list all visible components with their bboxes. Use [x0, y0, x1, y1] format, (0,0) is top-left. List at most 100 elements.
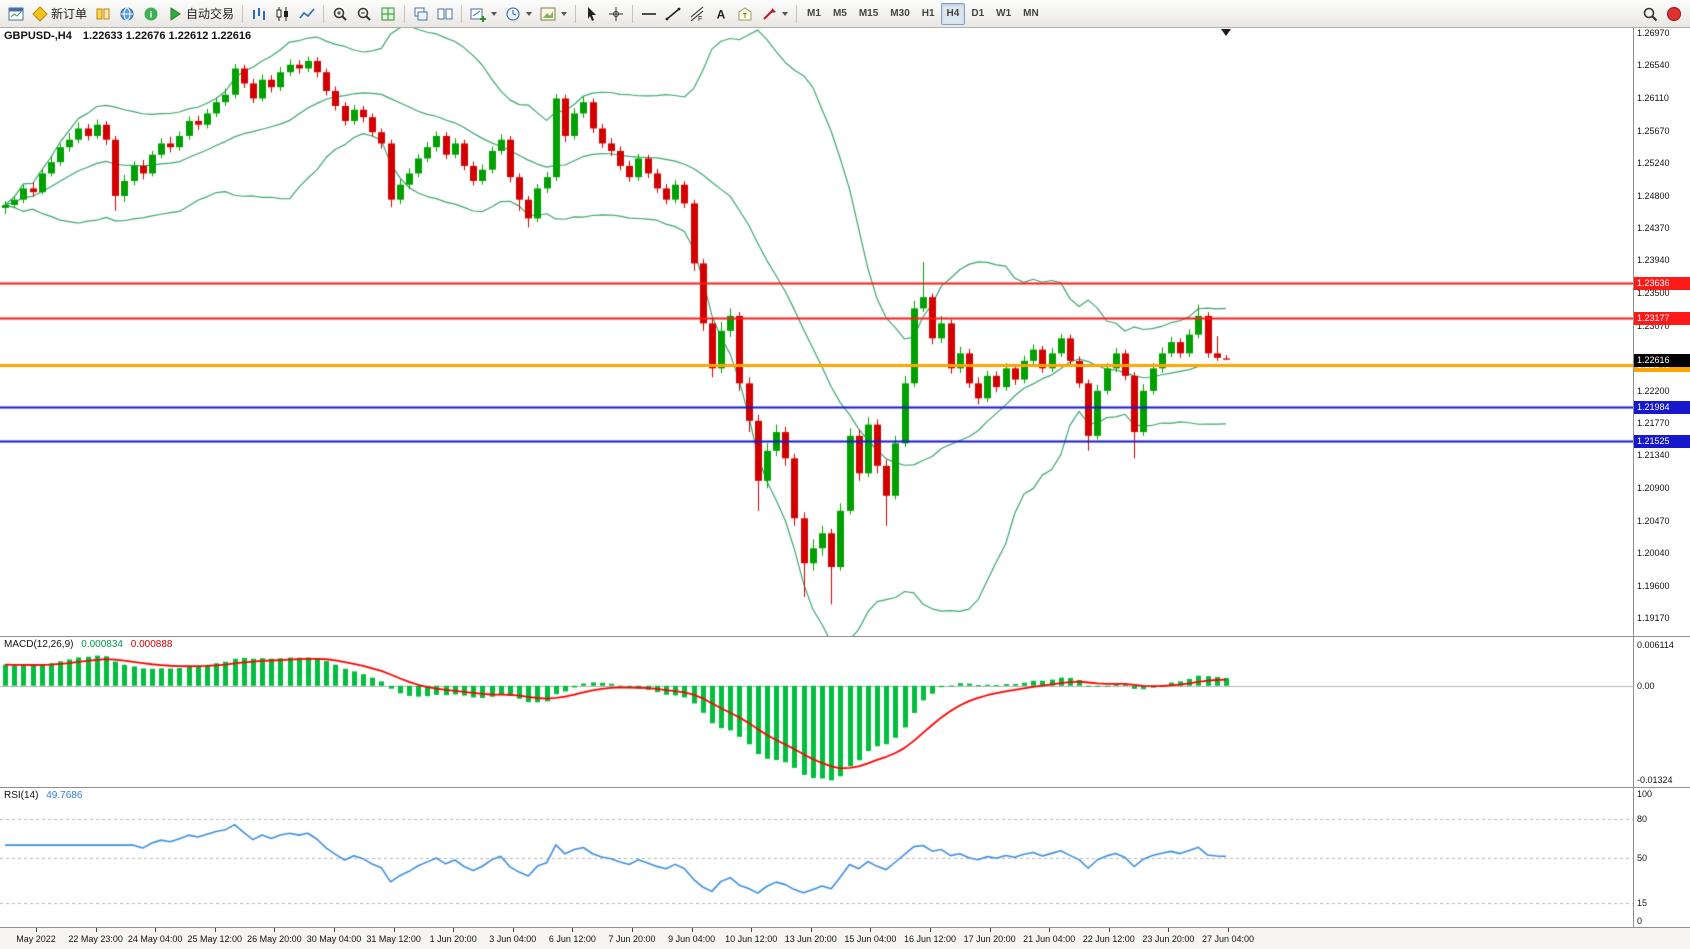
- tf-m1-button[interactable]: M1: [801, 3, 827, 25]
- cursor-button[interactable]: [580, 3, 604, 25]
- line-chart-button[interactable]: [295, 3, 319, 25]
- chart-periods-button[interactable]: [501, 3, 536, 25]
- tf-m5-button[interactable]: M5: [827, 3, 853, 25]
- crosshair-button[interactable]: [604, 3, 628, 25]
- level-price-tag: 1.23177: [1634, 311, 1690, 325]
- time-axis-label: 7 Jun 20:00: [608, 934, 656, 944]
- help-button[interactable]: i: [139, 3, 163, 25]
- chart-window-button[interactable]: [4, 3, 28, 25]
- chart-shift-marker-icon[interactable]: [1221, 29, 1231, 36]
- time-axis-label: 13 Jun 20:00: [784, 934, 837, 944]
- tline-icon: [665, 6, 681, 22]
- price-axis-label: 1.19170: [1637, 613, 1670, 623]
- main-chart-panel[interactable]: GBPUSD-,H4 1.22633 1.22676 1.22612 1.226…: [0, 28, 1633, 636]
- toolbar-group-new-objects: [466, 3, 571, 25]
- timeframe-label: H1: [921, 8, 935, 19]
- horizontal-line-button[interactable]: [637, 3, 661, 25]
- tf-h1-button[interactable]: H1: [916, 3, 941, 25]
- hline-icon: [641, 6, 657, 22]
- time-axis-label: May 2022: [16, 934, 56, 944]
- time-axis-label: 9 Jun 04:00: [668, 934, 716, 944]
- level-price-tag: 1.21984: [1634, 401, 1690, 415]
- search-icon: [1642, 6, 1658, 22]
- macd-canvas[interactable]: [0, 637, 1633, 787]
- cascade-windows-button[interactable]: [409, 3, 433, 25]
- price-axis-label: 1.26970: [1637, 28, 1670, 39]
- new-chart-button[interactable]: [466, 3, 501, 25]
- tf-w1-button[interactable]: W1: [990, 3, 1017, 25]
- market-watch-button[interactable]: [115, 3, 139, 25]
- terminal-button[interactable]: [91, 3, 115, 25]
- time-axis[interactable]: May 2022 22 May 23:00 24 May 04:00 25 May 1…: [0, 927, 1690, 949]
- zoom-out-button[interactable]: [352, 3, 376, 25]
- chart-plots: GBPUSD-,H4 1.22633 1.22676 1.22612 1.226…: [0, 28, 1633, 927]
- time-axis-tick: [751, 928, 753, 932]
- dropdown-caret-icon: [782, 11, 789, 16]
- macd-axis-label: 0.006114: [1637, 640, 1674, 650]
- tf-m30-button[interactable]: M30: [884, 3, 915, 25]
- main-chart-canvas[interactable]: [0, 28, 1633, 636]
- macd-axis-label: 0.00: [1637, 680, 1655, 691]
- text-label-button[interactable]: T: [733, 3, 757, 25]
- svg-text:F: F: [698, 16, 702, 22]
- toolbar-group-chart-type: [247, 3, 319, 25]
- dropdown-caret-icon: [526, 11, 533, 16]
- search-button[interactable]: [1638, 3, 1662, 25]
- price-axis-label: 1.21340: [1637, 450, 1670, 461]
- auto-trading-button[interactable]: 自动交易: [163, 3, 238, 25]
- candlestick-chart-button[interactable]: [271, 3, 295, 25]
- text-tool-button[interactable]: A: [709, 3, 733, 25]
- fibonacci-button[interactable]: F: [685, 3, 709, 25]
- time-axis-tick: [95, 928, 97, 932]
- toolbar-separator: [796, 4, 798, 23]
- price-axis-label: 1.25240: [1637, 157, 1670, 168]
- info-icon: i: [143, 6, 159, 22]
- zoom-out-icon: [356, 6, 372, 22]
- fibo-icon: F: [689, 6, 705, 22]
- timeframe-label: M30: [890, 8, 910, 19]
- time-axis-tick: [214, 928, 216, 932]
- tile-vertical-button[interactable]: [433, 3, 457, 25]
- price-axis-macd[interactable]: 0.006114 0.00 -0.01324: [1634, 636, 1690, 787]
- time-axis-tick: [512, 928, 514, 932]
- shapes-button[interactable]: [757, 3, 792, 25]
- price-axis[interactable]: 1.26970 1.26540 1.26110 1.25670 1.25240 1.248…: [1633, 28, 1690, 927]
- price-axis-rsi[interactable]: 100 80 50 15 0: [1634, 787, 1690, 927]
- tile-windows-button[interactable]: [376, 3, 400, 25]
- chart-template-button[interactable]: [536, 3, 571, 25]
- status-dot-button[interactable]: [1662, 3, 1686, 25]
- time-axis-label: 15 Jun 04:00: [844, 934, 897, 944]
- level-price-tag: 1.21525: [1634, 435, 1690, 449]
- time-axis-tick: [572, 928, 574, 932]
- time-axis-tick: [274, 928, 276, 932]
- toolbar: 新订单 i 自动交易 F A T M1 M5 M15 M30 H1 H4 D1 W1 MN: [0, 0, 1690, 28]
- button-label: 自动交易: [186, 7, 235, 21]
- time-axis-label: 31 May 12:00: [366, 934, 421, 944]
- bar-chart-button[interactable]: [247, 3, 271, 25]
- tf-h4-button[interactable]: H4: [940, 2, 966, 25]
- grid-icon: [380, 6, 396, 22]
- tilev-icon: [437, 6, 453, 22]
- svg-text:A: A: [717, 7, 726, 21]
- toolbar-group-timeframes: M1 M5 M15 M30 H1 H4 D1 W1 MN: [801, 2, 1045, 25]
- time-axis-label: 27 Jun 04:00: [1201, 934, 1255, 944]
- template-icon: [540, 6, 556, 22]
- window-icon: [8, 6, 24, 22]
- macd-name: MACD(12,26,9): [4, 639, 74, 650]
- time-axis-label: 1 Jun 20:00: [429, 934, 477, 944]
- timeframe-label: D1: [971, 8, 985, 19]
- zoom-in-button[interactable]: [328, 3, 352, 25]
- rsi-panel[interactable]: RSI(14) 49.7686: [0, 787, 1633, 927]
- rsi-label: RSI(14) 49.7686: [4, 790, 82, 801]
- new-order-button[interactable]: 新订单: [28, 3, 91, 25]
- price-axis-main[interactable]: 1.26970 1.26540 1.26110 1.25670 1.25240 1.248…: [1634, 28, 1690, 636]
- tf-mn-button[interactable]: MN: [1017, 3, 1045, 25]
- macd-panel[interactable]: MACD(12,26,9) 0.000834 0.000888: [0, 636, 1633, 787]
- tf-m15-button[interactable]: M15: [853, 3, 884, 25]
- tf-d1-button[interactable]: D1: [965, 3, 990, 25]
- label-icon: T: [737, 6, 753, 22]
- rsi-canvas[interactable]: [0, 788, 1633, 927]
- price-axis-label: 1.22200: [1637, 385, 1670, 396]
- trendline-button[interactable]: [661, 3, 685, 25]
- order-icon: [32, 5, 48, 22]
